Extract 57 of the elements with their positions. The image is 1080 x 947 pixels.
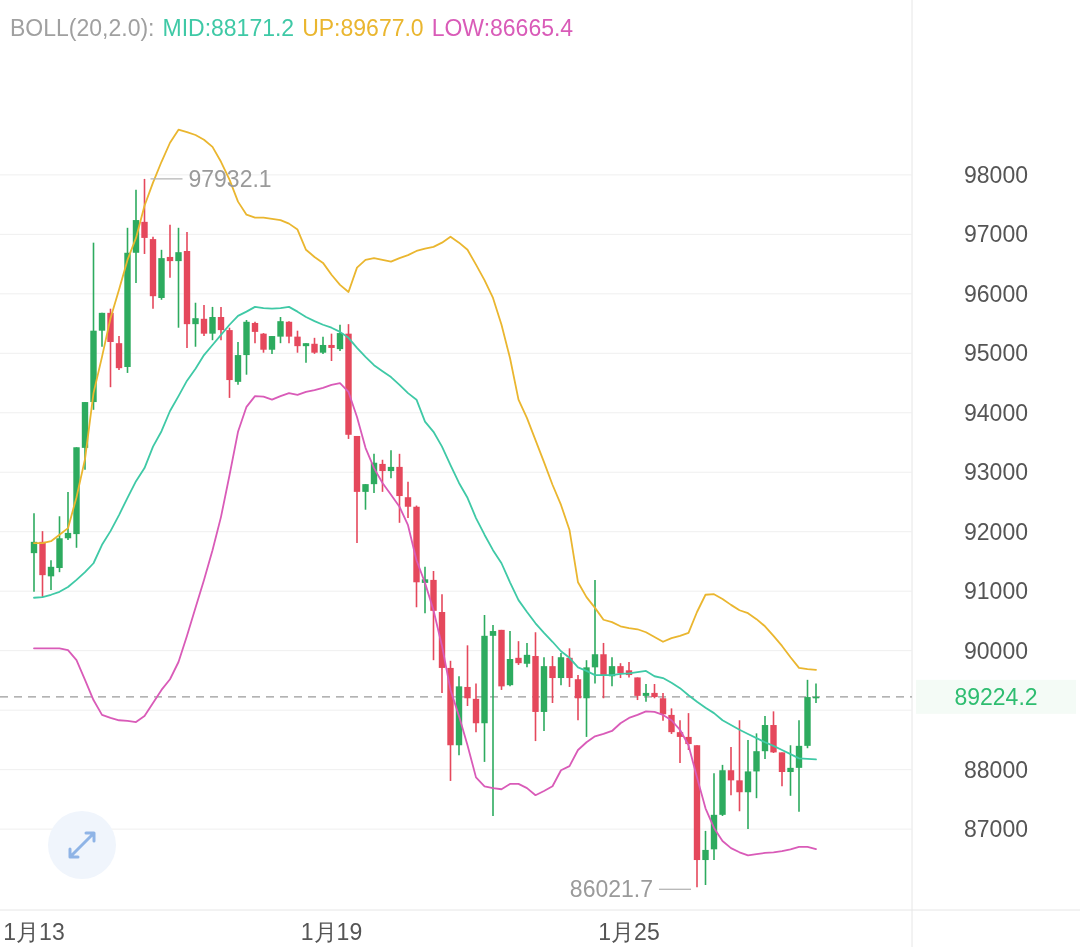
y-tick-label: 93000 — [964, 459, 1028, 486]
candlestick — [200, 304, 208, 337]
candlestick — [744, 739, 752, 830]
candlestick — [98, 312, 106, 348]
candlestick — [251, 320, 259, 344]
candlestick — [753, 732, 760, 799]
y-tick-label: 98000 — [964, 161, 1028, 188]
y-tick-label: 96000 — [964, 280, 1028, 307]
candlestick — [192, 301, 199, 348]
candlestick — [285, 320, 293, 344]
x-tick-label: 1月19 — [300, 919, 363, 945]
candlestick — [515, 640, 522, 666]
candlestick — [209, 306, 216, 342]
candlestick — [566, 647, 573, 688]
candlestick — [175, 227, 182, 329]
y-tick-label: 88000 — [964, 756, 1028, 783]
candlestick — [600, 642, 607, 700]
candlestick — [659, 692, 667, 722]
candlestick — [523, 642, 531, 669]
y-tick-label: 92000 — [964, 518, 1028, 545]
candlestick — [404, 480, 412, 519]
candlestick — [379, 458, 386, 493]
candlestick — [277, 316, 284, 344]
candlestick — [336, 323, 344, 352]
y-tick-label: 94000 — [964, 399, 1028, 426]
candlestick — [217, 306, 225, 342]
candlestick — [141, 178, 148, 255]
candlestick — [574, 674, 582, 722]
x-tick-label: 1月13 — [3, 919, 65, 945]
candlestick — [489, 624, 497, 817]
x-tick-label: 1月25 — [598, 919, 660, 945]
candlestick — [260, 332, 267, 354]
candlestick — [591, 579, 599, 685]
y-tick-label: 91000 — [964, 578, 1028, 605]
y-tick-label: 97000 — [964, 221, 1028, 248]
ref-line-label: 89224.2 — [916, 679, 1076, 714]
candlestick — [464, 644, 471, 707]
annotation: 86021.7 — [569, 876, 653, 903]
candlestick — [634, 676, 641, 701]
candlestick — [702, 830, 709, 886]
candlestick — [294, 329, 301, 354]
candlestick — [787, 744, 794, 797]
text: BOLL(20,2.0): — [10, 15, 155, 41]
legend: MID:88171.2 UP:89677.0 LOW:86665.4 — [162, 15, 574, 41]
candlestick — [736, 719, 743, 813]
ref-line-label: 89224.2 — [954, 683, 1038, 710]
candlestick — [727, 746, 735, 797]
candlestick — [328, 332, 335, 362]
y-tick-label: 87000 — [964, 816, 1028, 843]
y-tick-label: 90000 — [964, 637, 1028, 664]
candlestick — [778, 751, 786, 788]
candlestick — [549, 655, 556, 704]
candlestick — [642, 683, 650, 703]
candlestick — [362, 483, 369, 511]
candlestick — [302, 342, 310, 364]
candlestick — [557, 652, 565, 686]
y-tick-label: 95000 — [964, 340, 1028, 367]
